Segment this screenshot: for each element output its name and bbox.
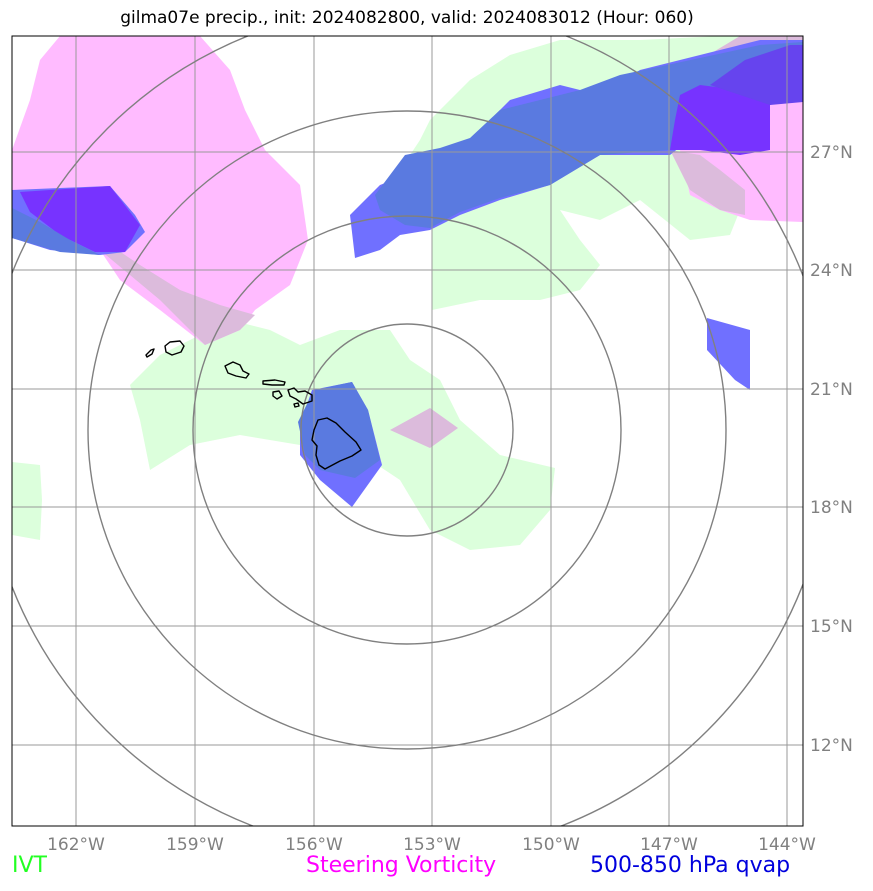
lon-label: 144°W <box>758 835 816 855</box>
island-molokai <box>262 379 286 386</box>
vorticity-field-small <box>390 408 458 448</box>
lon-label: 162°W <box>47 835 105 855</box>
qvap-fields <box>12 40 803 507</box>
island-hawaii <box>311 417 362 470</box>
lat-label: 12°N <box>810 736 853 756</box>
lat-label: 21°N <box>810 380 853 400</box>
range-ring-3 <box>87 110 727 750</box>
vorticity-field-northwest <box>12 36 308 345</box>
lat-label: 18°N <box>810 498 853 518</box>
island-oahu <box>224 361 250 379</box>
qvap-field-west-mid <box>12 208 100 255</box>
legend-ivt: IVT <box>12 853 47 878</box>
island-kahoolawe <box>293 402 300 408</box>
lon-label: 150°W <box>522 835 580 855</box>
island-kauai <box>164 340 185 356</box>
island-lanai <box>272 390 283 400</box>
range-rings <box>12 36 803 826</box>
lat-label: 24°N <box>810 261 853 281</box>
qvap-field-purple-ne <box>670 85 770 155</box>
legend-qvap: 500-850 hPa qvap <box>590 853 791 878</box>
island-niihau <box>145 348 155 358</box>
map-title: gilma07e precip., init: 2024082800, vali… <box>120 8 694 28</box>
ivt-field-west <box>12 462 42 540</box>
lat-label: 27°N <box>810 143 853 163</box>
graticule <box>12 36 803 826</box>
qvap-field-west-purple <box>20 186 140 252</box>
latitude-labels: 27°N 24°N 21°N 18°N 15°N 12°N <box>810 143 853 756</box>
qvap-field-dark-ne <box>710 45 803 105</box>
lon-label: 159°W <box>166 835 224 855</box>
lon-label: 156°W <box>285 835 343 855</box>
coastlines <box>145 340 362 470</box>
legend-steering-vorticity: Steering Vorticity <box>306 853 497 878</box>
longitude-labels: 162°W 159°W 156°W 153°W 150°W 147°W 144°… <box>47 835 816 855</box>
qvap-field-hawaii-mid <box>298 382 380 478</box>
lon-label: 153°W <box>403 835 461 855</box>
range-ring-1 <box>300 323 514 537</box>
island-maui <box>287 387 313 405</box>
plot-frame <box>11 35 804 827</box>
qvap-field-east <box>707 318 750 390</box>
vorticity-field-overlap-ne <box>670 150 745 215</box>
lat-label: 15°N <box>810 617 853 637</box>
range-ring-2 <box>192 215 622 645</box>
plot-area <box>12 36 803 826</box>
lon-label: 147°W <box>640 835 698 855</box>
